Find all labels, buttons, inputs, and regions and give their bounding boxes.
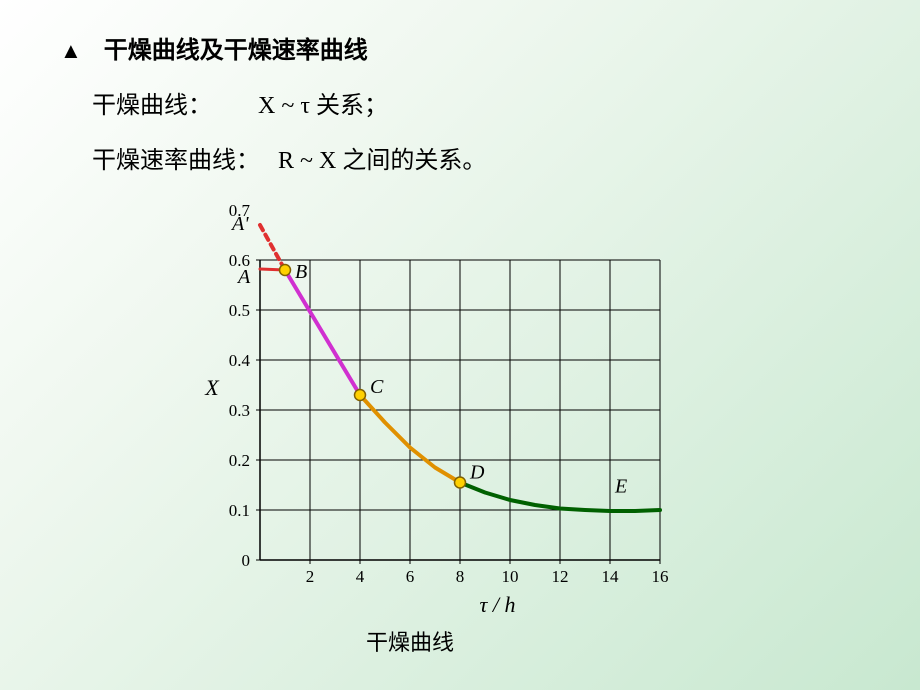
marker-B: [280, 265, 291, 276]
x-tick-label: 14: [602, 567, 620, 586]
header: ▲ 干燥曲线及干燥速率曲线 干燥曲线： X ~ τ 关系； 干燥速率曲线： R …: [60, 30, 486, 175]
marker-label-C: C: [370, 376, 384, 398]
series-B-C: [285, 270, 360, 395]
marker-label-D: D: [469, 462, 485, 484]
chart-container: 00.10.20.30.40.50.60.7246810121416Xτ / h…: [200, 200, 720, 630]
x-axis-label: τ / h: [480, 592, 516, 617]
bullet-triangle: ▲: [60, 38, 82, 64]
x-tick-label: 8: [456, 567, 465, 586]
y-tick-label: 0.2: [229, 451, 250, 470]
y-tick-label: 0.3: [229, 401, 250, 420]
marker-D: [455, 477, 466, 488]
x-tick-label: 10: [502, 567, 519, 586]
sub2-label: 干燥速率曲线：: [92, 140, 260, 175]
x-tick-label: 4: [356, 567, 365, 586]
x-tick-label: 6: [406, 567, 415, 586]
y-tick-label: 0: [242, 551, 251, 570]
x-tick-label: 2: [306, 567, 315, 586]
main-title: 干燥曲线及干燥速率曲线: [104, 30, 368, 65]
y-tick-label: 0.5: [229, 301, 250, 320]
y-axis-label: X: [204, 375, 220, 400]
label-A': A': [230, 213, 249, 235]
y-tick-label: 0.1: [229, 501, 250, 520]
label-A: A: [236, 266, 251, 288]
label-E: E: [614, 476, 627, 498]
series-A'-B dashed: [260, 225, 285, 270]
subtitle-row-2: 干燥速率曲线： R ~ X 之间的关系。: [92, 140, 486, 175]
drying-curve-chart: 00.10.20.30.40.50.60.7246810121416Xτ / h…: [200, 200, 720, 660]
marker-label-B: B: [295, 261, 307, 283]
x-tick-label: 16: [652, 567, 669, 586]
sub1-label: 干燥曲线：: [92, 85, 212, 120]
chart-caption: 干燥曲线: [366, 630, 454, 655]
marker-C: [355, 390, 366, 401]
sub2-value: R ~ X 之间的关系。: [278, 140, 486, 175]
sub1-value: X ~ τ 关系；: [258, 85, 388, 120]
y-tick-label: 0.4: [229, 351, 251, 370]
x-tick-label: 12: [552, 567, 569, 586]
subtitle-row-1: 干燥曲线： X ~ τ 关系；: [92, 85, 486, 120]
